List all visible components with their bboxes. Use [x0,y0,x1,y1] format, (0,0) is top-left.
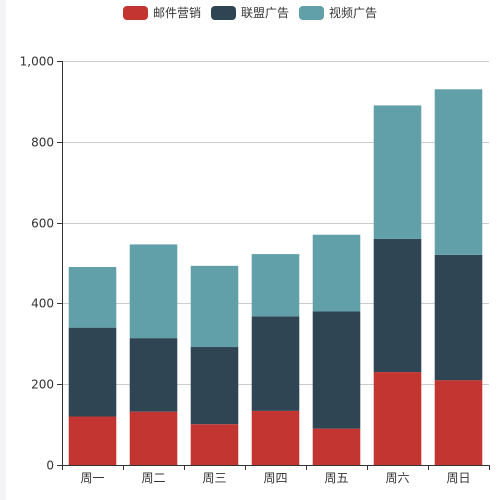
bar-affiliate-0[interactable] [68,327,117,417]
legend-label-video: 视频广告 [329,6,378,20]
bar-video-1[interactable] [129,244,178,339]
bar-video-6[interactable] [434,89,483,255]
x-tick-label: 周二 [141,471,165,485]
x-tick-label: 周六 [385,471,409,485]
bar-email-0[interactable] [68,416,117,465]
bar-affiliate-3[interactable] [251,316,300,411]
bar-email-4[interactable] [312,428,361,465]
bar-video-4[interactable] [312,234,361,312]
bar-video-3[interactable] [251,254,300,317]
y-tick-label: 600 [31,217,54,231]
legend-swatch-video [299,5,324,20]
x-tick-label: 周一 [80,471,104,485]
legend-swatch-affiliate [210,5,236,20]
bar-email-2[interactable] [190,424,239,465]
bar-affiliate-1[interactable] [129,338,178,412]
y-tick-label: 400 [31,297,54,311]
bar-email-1[interactable] [129,411,178,465]
bar-email-3[interactable] [251,410,300,465]
y-tick-label: 0 [46,459,54,473]
legend-label-affiliate: 联盟广告 [240,6,289,20]
bar-video-2[interactable] [190,265,239,348]
y-tick-label: 200 [31,378,54,392]
bar-video-5[interactable] [373,105,422,239]
legend-label-email: 邮件营销 [152,6,201,20]
bar-affiliate-2[interactable] [190,347,239,425]
bar-affiliate-6[interactable] [434,254,483,381]
bars [68,89,483,465]
bar-email-6[interactable] [434,380,483,465]
legend-item-affiliate[interactable]: 联盟广告 [210,4,289,21]
axes [57,61,490,470]
left-edge-strip [0,0,6,500]
legend-swatch-email [122,5,148,20]
y-tick-label: 800 [31,136,54,150]
bar-affiliate-5[interactable] [373,238,422,373]
x-tick-label: 周日 [446,471,470,485]
bar-email-5[interactable] [373,372,422,465]
y-tick-label: 1,000 [20,55,54,69]
legend-item-video[interactable]: 视频广告 [299,4,377,21]
chart-legend: 邮件营销 联盟广告 视频广告 [0,4,500,21]
x-tick-label: 周五 [324,471,348,485]
bar-affiliate-4[interactable] [312,311,361,429]
legend-item-email[interactable]: 邮件营销 [122,4,201,21]
x-tick-label: 周三 [202,471,226,485]
x-tick-label: 周四 [263,471,287,485]
y-tick-labels: 0 200 400 600 800 1,000 [20,55,54,473]
x-tick-labels: 周一 周二 周三 周四 周五 周六 周日 [80,471,470,485]
bar-video-0[interactable] [68,267,117,328]
